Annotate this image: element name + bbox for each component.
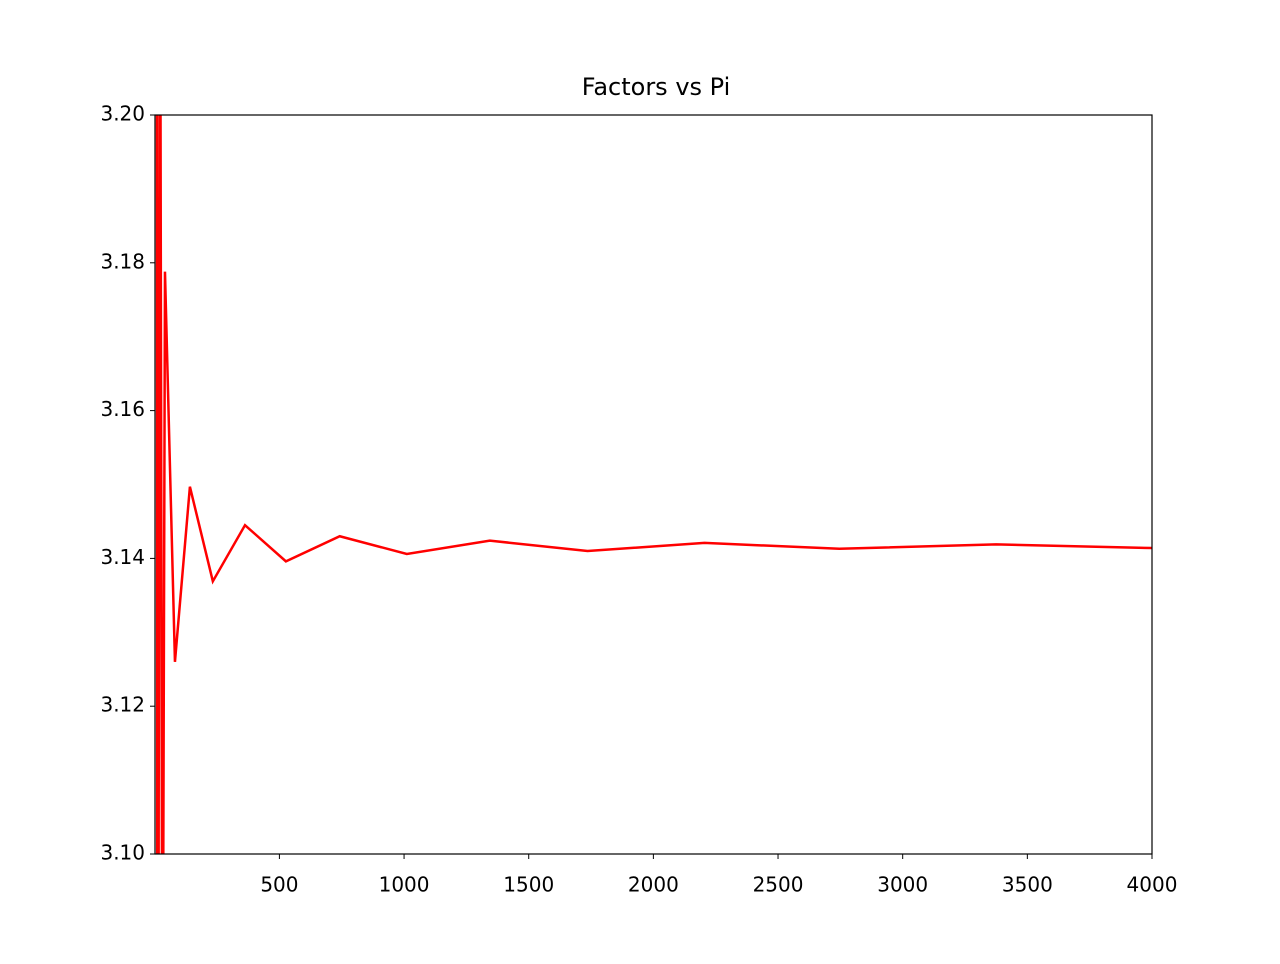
x-tick-label: 1000 bbox=[379, 873, 430, 897]
y-tick-label: 3.14 bbox=[100, 545, 145, 569]
x-tick-label: 1500 bbox=[503, 873, 554, 897]
x-tick-label: 500 bbox=[260, 873, 298, 897]
data-line bbox=[155, 115, 1152, 854]
y-tick-label: 3.16 bbox=[100, 397, 145, 421]
chart-title: Factors vs Pi bbox=[582, 73, 731, 101]
y-tick-label: 3.18 bbox=[100, 249, 145, 273]
y-tick-label: 3.20 bbox=[100, 102, 145, 126]
x-tick-label: 3500 bbox=[1002, 873, 1053, 897]
plot-frame bbox=[154, 114, 1153, 855]
x-tick-label: 4000 bbox=[1127, 873, 1178, 897]
x-tick-label: 2500 bbox=[753, 873, 804, 897]
y-tick-label: 3.10 bbox=[100, 841, 145, 865]
x-tick-label: 3000 bbox=[877, 873, 928, 897]
x-tick-label: 2000 bbox=[628, 873, 679, 897]
y-tick-label: 3.12 bbox=[100, 693, 145, 717]
